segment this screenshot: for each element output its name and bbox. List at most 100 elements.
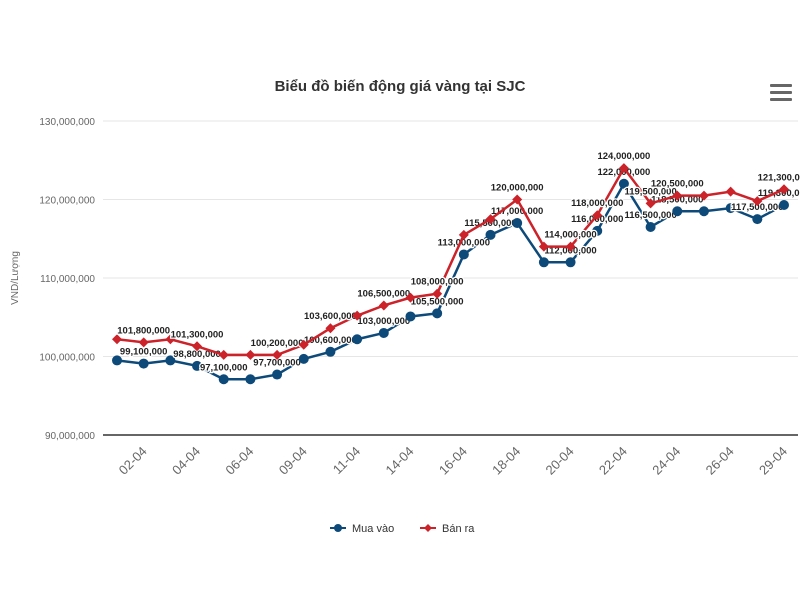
- data-point: [752, 214, 763, 225]
- data-label: 116,500,000: [624, 210, 676, 221]
- data-point: [538, 241, 549, 252]
- data-label: 120,000,000: [491, 183, 544, 194]
- legend-item[interactable]: Mua vào: [352, 523, 394, 535]
- x-tick-label: 06-04: [222, 444, 256, 478]
- x-tick-label: 04-04: [169, 444, 203, 478]
- x-tick-label: 14-04: [382, 444, 416, 478]
- data-point: [165, 334, 176, 345]
- data-point: [192, 360, 203, 371]
- data-point: [698, 190, 709, 201]
- legend-diamond-icon: [424, 524, 432, 532]
- data-point: [672, 190, 683, 201]
- data-label: 113,000,000: [438, 237, 490, 248]
- data-point: [405, 292, 416, 303]
- data-point: [752, 196, 763, 207]
- data-point: [618, 178, 629, 189]
- data-point: [298, 353, 309, 364]
- data-point: [112, 334, 122, 345]
- data-point: [672, 206, 683, 217]
- data-point: [512, 194, 523, 205]
- data-point: [272, 369, 283, 380]
- data-point: [352, 310, 363, 321]
- data-point: [272, 349, 283, 360]
- data-point: [645, 221, 656, 232]
- data-label: 117,500,000: [731, 202, 783, 213]
- x-tick-label: 22-04: [596, 444, 630, 478]
- data-point: [245, 349, 256, 360]
- y-tick-label: 130,000,000: [39, 117, 95, 128]
- data-label: 124,000,000: [597, 151, 650, 162]
- data-point: [725, 186, 736, 197]
- data-point: [645, 198, 656, 209]
- data-point: [218, 374, 229, 385]
- x-tick-label: 02-04: [116, 444, 150, 478]
- data-label: 103,000,000: [357, 316, 410, 327]
- data-point: [725, 203, 736, 214]
- data-point: [245, 374, 256, 385]
- data-point: [218, 349, 229, 360]
- data-point: [325, 323, 336, 334]
- legend-circle-icon: [334, 524, 342, 532]
- data-point: [618, 163, 629, 174]
- data-label: 103,600,000: [304, 311, 357, 322]
- data-label: 100,200,000: [251, 338, 304, 349]
- x-tick-label: 11-04: [330, 444, 363, 477]
- data-label: 119,500,000: [624, 186, 676, 197]
- data-label: 99,100,000: [120, 347, 168, 358]
- y-tick-label: 120,000,000: [39, 196, 95, 207]
- y-tick-label: 90,000,000: [45, 431, 95, 442]
- data-point: [512, 218, 523, 229]
- data-point: [352, 334, 363, 345]
- x-tick-label: 26-04: [703, 444, 737, 478]
- data-point: [565, 257, 576, 268]
- x-tick-label: 20-04: [543, 444, 577, 478]
- data-label: 121,300,000: [758, 172, 800, 183]
- series-line-ban-ra: [116, 165, 785, 357]
- x-tick-label: 16-04: [436, 444, 470, 478]
- data-label: 97,700,000: [253, 358, 301, 369]
- data-point: [538, 257, 549, 268]
- chart-title: Biểu đồ biến động giá vàng tại SJC: [274, 78, 526, 95]
- data-label: 106,500,000: [357, 288, 410, 299]
- data-label: 120,500,000: [651, 179, 704, 190]
- data-point: [485, 214, 496, 225]
- y-axis-title: VND/Lượng: [10, 251, 21, 305]
- y-tick-label: 100,000,000: [39, 353, 95, 364]
- data-point: [485, 229, 496, 240]
- data-label: 105,500,000: [411, 296, 464, 307]
- data-point: [432, 308, 443, 319]
- data-point: [565, 241, 576, 252]
- data-point: [378, 300, 389, 311]
- data-label: 114,000,000: [544, 230, 596, 241]
- data-point: [698, 206, 709, 217]
- data-point: [298, 339, 309, 350]
- x-tick-label: 18-04: [489, 444, 523, 478]
- data-label: 101,300,000: [171, 329, 224, 340]
- data-point: [112, 355, 122, 366]
- data-point: [165, 355, 176, 366]
- data-point: [458, 229, 469, 240]
- data-point: [192, 341, 203, 352]
- data-point: [779, 199, 789, 210]
- x-tick-label: 29-04: [756, 444, 790, 478]
- data-point: [458, 249, 469, 260]
- data-point: [138, 337, 149, 348]
- data-label: 108,000,000: [411, 277, 464, 288]
- hamburger-menu-icon[interactable]: [770, 84, 792, 102]
- data-point: [779, 184, 789, 195]
- y-tick-label: 110,000,000: [40, 274, 95, 285]
- x-tick-label: 24-04: [649, 444, 683, 478]
- data-point: [325, 346, 336, 357]
- data-point: [138, 358, 149, 369]
- data-label: 118,000,000: [571, 198, 623, 209]
- data-point: [405, 311, 416, 322]
- legend-item[interactable]: Bán ra: [442, 523, 475, 535]
- data-point: [432, 288, 443, 299]
- data-label: 97,100,000: [200, 362, 248, 373]
- data-point: [592, 225, 603, 236]
- data-point: [592, 210, 603, 221]
- data-point: [378, 327, 389, 338]
- x-tick-label: 09-04: [276, 444, 310, 478]
